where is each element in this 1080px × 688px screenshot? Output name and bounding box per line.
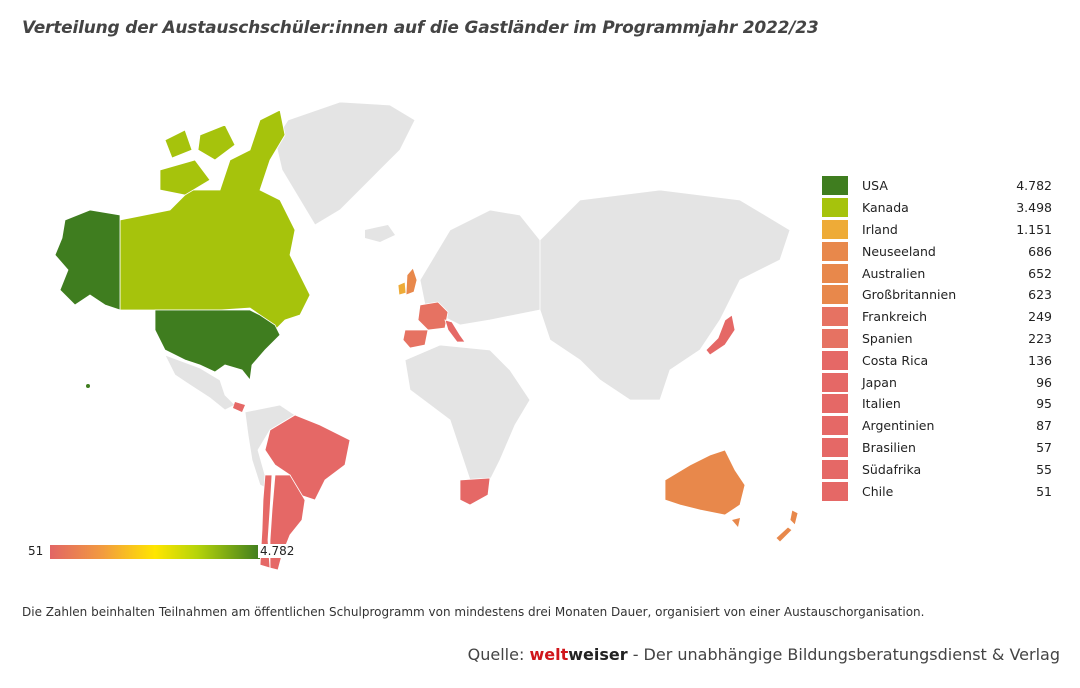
legend-country-name: Kanada [862, 200, 909, 216]
legend-item: Argentinien 87 [822, 415, 1052, 437]
legend-swatch [822, 285, 848, 305]
legend-item: Irland 1.151 [822, 219, 1052, 241]
legend-country-value: 87 [1036, 418, 1052, 434]
legend-country-value: 686 [1028, 243, 1052, 259]
legend-swatch [822, 416, 848, 436]
legend-country-name: Brasilien [862, 439, 916, 455]
country-australien [664, 449, 746, 516]
legend-swatch [822, 350, 848, 370]
legend-swatch [822, 263, 848, 283]
legend-swatch [822, 176, 848, 196]
legend-country-value: 96 [1036, 374, 1052, 390]
country-kanada-islands [159, 124, 236, 196]
legend-item: Chile 51 [822, 480, 1052, 502]
country-australien-tasmania [732, 518, 740, 527]
legend-swatch [822, 372, 848, 392]
legend-item: Spanien 223 [822, 328, 1052, 350]
legend-item: Südafrika 55 [822, 458, 1052, 480]
legend-swatch [822, 481, 848, 501]
legend-country-value: 249 [1028, 309, 1052, 325]
country-costa-rica [233, 402, 245, 412]
world-map [20, 80, 810, 580]
country-italien [444, 319, 466, 343]
legend-item: Brasilien 57 [822, 437, 1052, 459]
legend-country-name: Argentinien [862, 418, 935, 434]
footnote: Die Zahlen beinhalten Teilnahmen am öffe… [22, 605, 925, 619]
country-kanada [119, 109, 311, 331]
chart-title: Verteilung der Austauschschüler:innen au… [22, 18, 819, 38]
africa-shape [404, 344, 531, 481]
greenland-shape [274, 101, 416, 226]
legend-swatch [822, 437, 848, 457]
country-spanien [402, 329, 429, 349]
legend-country-value: 652 [1028, 265, 1052, 281]
legend-country-value: 136 [1028, 352, 1052, 368]
legend-country-name: Großbritannien [862, 287, 957, 303]
country-irland [397, 281, 407, 296]
color-scale: 51 4.782 [28, 542, 308, 562]
legend-country-name: Spanien [862, 330, 913, 346]
legend-country-value: 95 [1036, 396, 1052, 412]
asia-shape [539, 189, 791, 401]
country-grossbritannien [405, 267, 418, 296]
legend-country-value: 623 [1028, 287, 1052, 303]
legend-country-name: Südafrika [862, 461, 922, 477]
legend-country-value: 4.782 [1016, 178, 1052, 194]
legend-swatch [822, 307, 848, 327]
legend-item: Kanada 3.498 [822, 197, 1052, 219]
brand-weiser: weiser [568, 645, 628, 664]
legend-country-name: USA [862, 178, 888, 194]
legend-country-value: 3.498 [1016, 200, 1052, 216]
legend-country-name: Neuseeland [862, 243, 936, 259]
legend-country-value: 57 [1036, 439, 1052, 455]
legend-country-name: Frankreich [862, 309, 928, 325]
legend-country-name: Italien [862, 396, 901, 412]
legend-item: Costa Rica 136 [822, 349, 1052, 371]
country-neuseeland [775, 509, 799, 543]
legend-country-value: 223 [1028, 330, 1052, 346]
legend: USA 4.782 Kanada 3.498 Irland 1.151 Neuseeland… [822, 175, 1052, 502]
country-brasilien [264, 414, 351, 501]
legend-item: Frankreich 249 [822, 306, 1052, 328]
legend-swatch [822, 198, 848, 218]
legend-item: Neuseeland 686 [822, 240, 1052, 262]
country-usa-hawaii [86, 384, 90, 388]
legend-item: USA 4.782 [822, 175, 1052, 197]
country-frankreich [417, 301, 449, 331]
legend-swatch [822, 394, 848, 414]
legend-country-name: Costa Rica [862, 352, 929, 368]
legend-country-name: Chile [862, 483, 894, 499]
legend-swatch [822, 241, 848, 261]
legend-swatch [822, 328, 848, 348]
legend-country-value: 51 [1036, 483, 1052, 499]
mexico-shape [164, 354, 236, 411]
brand-welt: welt [529, 645, 569, 664]
scale-min-label: 51 [28, 544, 44, 558]
scale-max-label: 4.782 [258, 544, 297, 558]
country-suedafrika [459, 477, 491, 506]
legend-country-value: 1.151 [1016, 221, 1052, 237]
iceland-shape [365, 225, 395, 242]
country-usa [154, 309, 281, 381]
country-japan [705, 314, 736, 356]
legend-swatch [822, 459, 848, 479]
legend-swatch [822, 219, 848, 239]
legend-country-name: Australien [862, 265, 926, 281]
legend-country-name: Irland [862, 221, 898, 237]
scale-gradient-bar [50, 545, 260, 559]
source-suffix: - Der unabhängige Bildungsberatungsdiens… [627, 645, 1060, 664]
source-line: Quelle: weltweiser - Der unabhängige Bil… [468, 645, 1060, 664]
source-prefix: Quelle: [467, 645, 530, 664]
legend-item: Japan 96 [822, 371, 1052, 393]
legend-item: Australien 652 [822, 262, 1052, 284]
legend-country-name: Japan [862, 374, 897, 390]
legend-item: Großbritannien 623 [822, 284, 1052, 306]
legend-item: Italien 95 [822, 393, 1052, 415]
country-usa-alaska [54, 209, 121, 311]
legend-country-value: 55 [1036, 461, 1052, 477]
